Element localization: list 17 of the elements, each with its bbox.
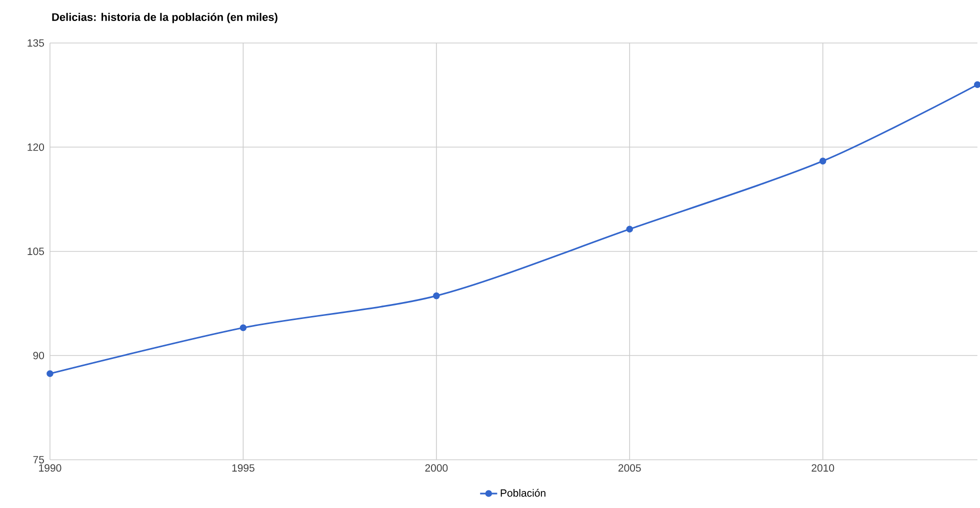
y-tick-label: 90	[33, 352, 44, 360]
x-tick-label: 1990	[39, 464, 62, 472]
x-tick-label: 2005	[618, 464, 641, 472]
y-tick-label: 120	[28, 144, 44, 152]
x-tick-label: 1995	[232, 464, 254, 472]
y-tick-label: 135	[28, 39, 44, 47]
point	[626, 226, 634, 233]
chart-title: Delicias: historia de la población (en miles)	[52, 12, 278, 24]
y-tick-label: 105	[28, 248, 44, 256]
legend-label: Población	[500, 489, 546, 497]
point	[46, 370, 54, 378]
x-tick-label: 2000	[425, 464, 448, 472]
y-tick-label: 75	[33, 456, 44, 464]
x-tick-label: 2010	[812, 464, 834, 472]
point	[433, 292, 440, 300]
point	[240, 324, 247, 332]
point	[819, 158, 826, 165]
